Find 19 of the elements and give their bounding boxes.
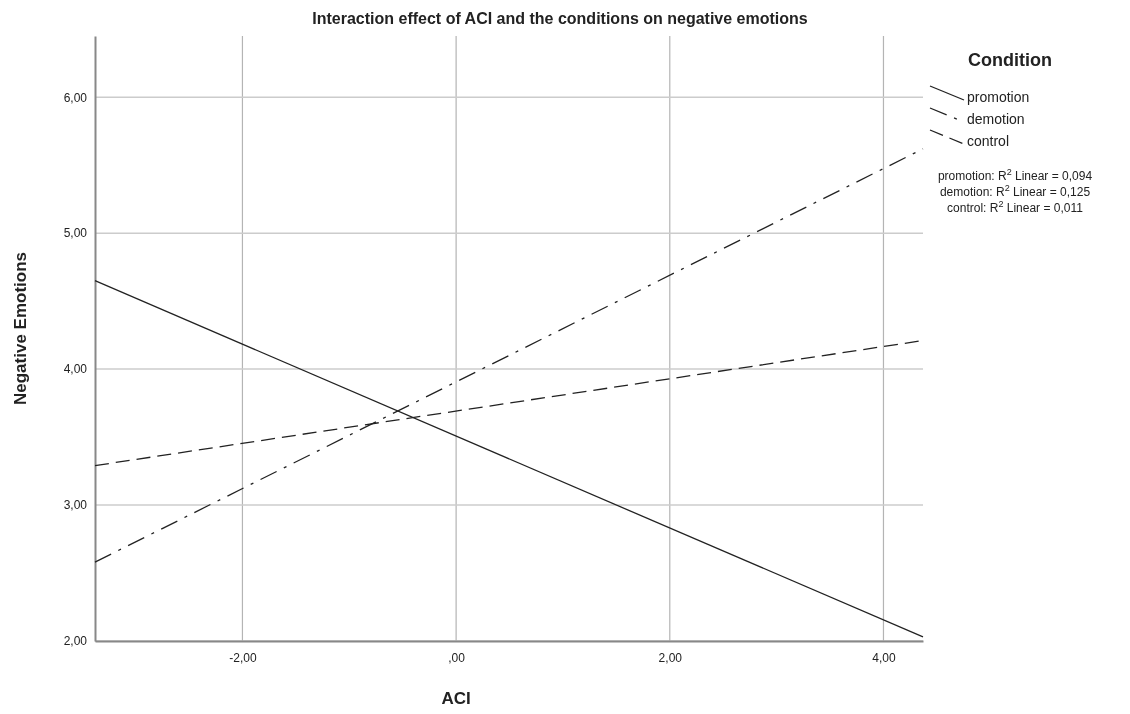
legend-label: control <box>967 133 1010 149</box>
y-tick-label: 2,00 <box>63 634 88 649</box>
x-tick-label: -2,00 <box>229 650 257 665</box>
y-tick-label: 6,00 <box>63 90 88 105</box>
text: demotion: R$^{2}$ Linear = 0,125 <box>939 183 1091 199</box>
y-tick-label: 5,00 <box>63 226 88 241</box>
legend-title: Condition <box>968 50 1052 70</box>
text: control: R$^{2}$ Linear = 0,011 <box>947 199 1084 215</box>
x-tick-label: 4,00 <box>872 650 896 665</box>
x-tick-label: ,00 <box>448 650 466 665</box>
y-tick-label: 4,00 <box>63 362 88 377</box>
legend-label: demotion <box>967 111 1025 127</box>
text: promotion: R$^{2}$ Linear = 0,094 <box>937 167 1093 183</box>
y-axis-title: Negative Emotions <box>11 251 30 406</box>
x-axis-title: ACI <box>441 689 471 708</box>
chart-title: Interaction effect of ACI and the conditions on negative emotions <box>312 10 808 27</box>
x-tick-label: 2,00 <box>658 650 683 665</box>
legend-label: promotion <box>967 89 1030 105</box>
y-tick-label: 3,00 <box>63 498 88 513</box>
